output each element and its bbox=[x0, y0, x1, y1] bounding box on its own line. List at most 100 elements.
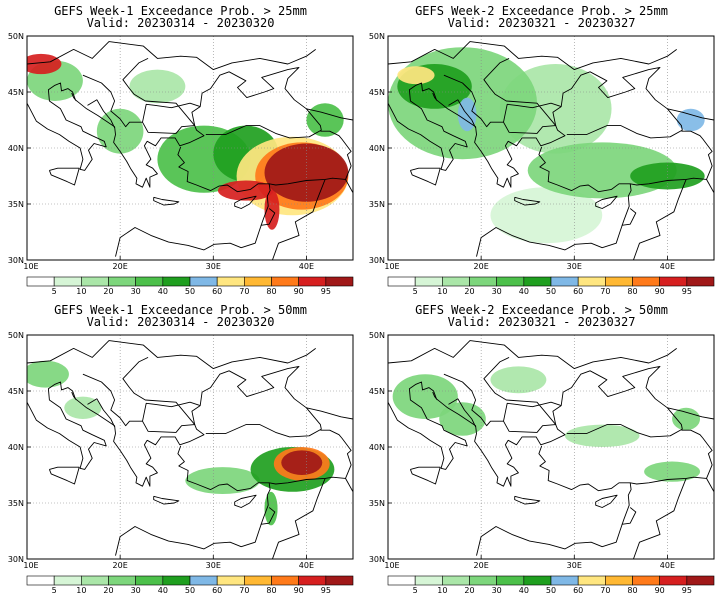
colorbar-label: 50 bbox=[546, 287, 556, 296]
colorbar-segment bbox=[244, 276, 272, 287]
y-tick-label: 40N bbox=[369, 443, 385, 452]
colorbar-segment bbox=[523, 276, 552, 287]
coastline bbox=[448, 99, 477, 128]
coastline bbox=[87, 398, 116, 427]
coastline bbox=[476, 445, 632, 556]
colorbar-label: 90 bbox=[655, 287, 665, 296]
y-tick-label: 30N bbox=[8, 555, 24, 564]
map-week2-50mm: 30N 35N 40N 45N 50N 10E 20E 30E 40E 5 10 20 30 40 50 60… bbox=[369, 331, 715, 595]
colorbar-segment bbox=[469, 575, 497, 586]
probability-area bbox=[129, 69, 186, 104]
coastline bbox=[667, 407, 714, 420]
coastline bbox=[153, 495, 180, 505]
probability-area bbox=[644, 461, 701, 482]
coastline bbox=[432, 391, 438, 401]
colorbar-label: 10 bbox=[76, 586, 86, 595]
colorbar-label: 60 bbox=[212, 287, 222, 296]
coastline bbox=[115, 445, 271, 556]
coastline bbox=[388, 41, 677, 71]
coastline bbox=[448, 398, 477, 427]
coastline bbox=[82, 356, 196, 433]
gridlines bbox=[27, 335, 353, 559]
probability-area bbox=[439, 402, 486, 436]
probability-area bbox=[281, 450, 323, 475]
coastline bbox=[630, 130, 713, 186]
colorbar-label: 30 bbox=[131, 287, 141, 296]
colorbar-label: 70 bbox=[600, 586, 610, 595]
map-week1-50mm: 30N 35N 40N 45N 50N 10E 20E 30E 40E 5 10 20 30 40 50 60… bbox=[8, 331, 354, 595]
y-tick-label: 45N bbox=[8, 88, 24, 97]
coastlines bbox=[27, 340, 353, 559]
colorbar-label: 20 bbox=[464, 287, 474, 296]
colorbar-label: 90 bbox=[294, 586, 304, 595]
coastline bbox=[142, 102, 201, 123]
colorbar-label: 60 bbox=[212, 586, 222, 595]
probability-area bbox=[264, 189, 280, 230]
colorbar-label: 20 bbox=[103, 287, 113, 296]
colorbar-segment bbox=[135, 276, 164, 287]
gridlines bbox=[27, 36, 353, 260]
coastline bbox=[476, 146, 632, 257]
y-tick-label: 40N bbox=[8, 443, 24, 452]
colorbar-label: 5 bbox=[52, 287, 57, 296]
x-tick-label: 40E bbox=[660, 262, 675, 271]
panel-week2-25mm: GEFS Week-2 Exceedance Prob. > 25mm Vali… bbox=[361, 0, 722, 299]
colorbar-segment bbox=[53, 575, 82, 586]
colorbar-label: 95 bbox=[321, 287, 331, 296]
coastline bbox=[632, 179, 687, 260]
colorbar-label: 95 bbox=[682, 287, 692, 296]
colorbar-segment bbox=[81, 276, 109, 287]
coastline bbox=[621, 507, 637, 525]
colorbar-segment bbox=[632, 575, 660, 586]
colorbar-segment bbox=[162, 575, 191, 586]
coastline bbox=[503, 102, 562, 123]
colorbar-label: 30 bbox=[492, 586, 502, 595]
colorbar-label: 30 bbox=[131, 586, 141, 595]
coastline bbox=[271, 179, 326, 260]
colorbar-segment bbox=[298, 276, 327, 287]
colorbar-label: 40 bbox=[158, 586, 168, 595]
colorbar-segment bbox=[414, 575, 443, 586]
panel-week2-50mm: GEFS Week-2 Exceedance Prob. > 50mm Vali… bbox=[361, 299, 722, 598]
probability-shading bbox=[27, 360, 335, 526]
coastline bbox=[630, 429, 713, 485]
colorbar-segment bbox=[577, 276, 606, 287]
y-tick-label: 50N bbox=[8, 32, 24, 41]
colorbar-segment bbox=[686, 575, 715, 586]
probability-area bbox=[397, 66, 435, 85]
colorbar-segment bbox=[496, 575, 525, 586]
coastline bbox=[234, 195, 257, 209]
colorbar-segment bbox=[632, 276, 660, 287]
x-tick-label: 10E bbox=[384, 262, 399, 271]
colorbar-segment bbox=[271, 575, 299, 586]
gridlines bbox=[388, 36, 714, 260]
colorbar-segment bbox=[577, 575, 606, 586]
colorbar-label: 50 bbox=[185, 586, 195, 595]
colorbar-segment bbox=[271, 276, 299, 287]
panel-valid-dates: Valid: 20230314 - 20230320 bbox=[86, 16, 275, 30]
x-tick-label: 20E bbox=[474, 262, 489, 271]
probability-area bbox=[64, 396, 102, 419]
colorbar-label: 10 bbox=[76, 287, 86, 296]
colorbar-label: 60 bbox=[573, 586, 583, 595]
coastline bbox=[514, 495, 541, 505]
coastline bbox=[388, 66, 683, 188]
x-tick-label: 30E bbox=[206, 561, 221, 570]
probability-area bbox=[264, 143, 349, 202]
x-tick-label: 30E bbox=[567, 262, 582, 271]
coastline bbox=[153, 196, 180, 206]
coastline bbox=[260, 208, 276, 226]
y-tick-label: 35N bbox=[8, 499, 24, 508]
colorbar-label: 5 bbox=[52, 586, 57, 595]
panel-valid-dates: Valid: 20230314 - 20230320 bbox=[86, 315, 275, 329]
colorbar-segment bbox=[325, 575, 354, 586]
coastline bbox=[514, 196, 541, 206]
coastline bbox=[595, 195, 618, 209]
y-tick-label: 30N bbox=[369, 256, 385, 265]
colorbar-segment bbox=[414, 276, 443, 287]
colorbar-segment bbox=[26, 276, 55, 287]
coastline bbox=[621, 208, 637, 226]
colorbar-label: 95 bbox=[321, 586, 331, 595]
colorbar-label: 10 bbox=[437, 287, 447, 296]
colorbar-label: 80 bbox=[627, 586, 637, 595]
